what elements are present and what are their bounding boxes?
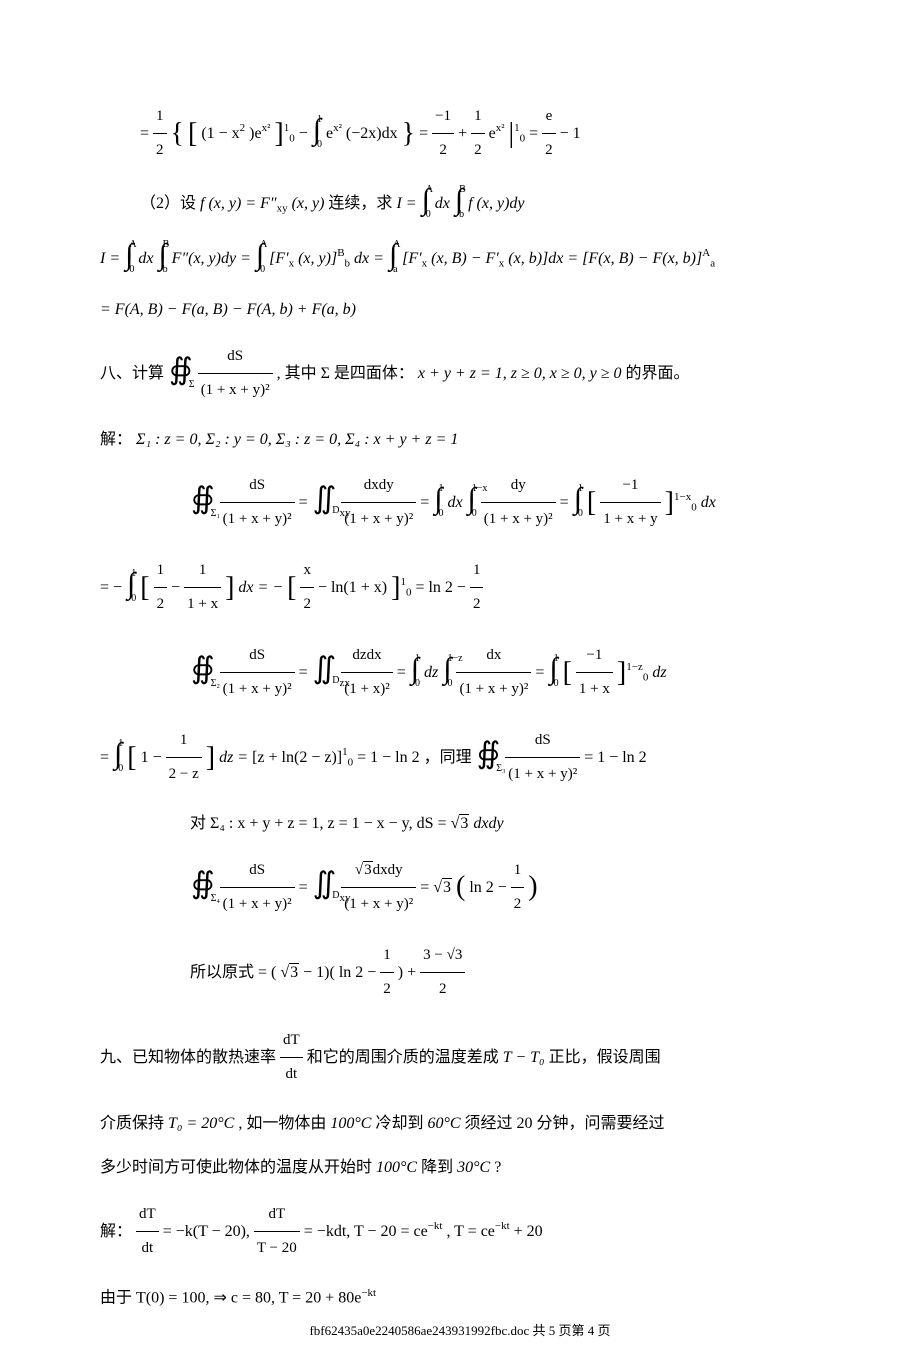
equation-8g: 所以原式 = ( 3 − 1)( ln 2 − 12 ) + 3 − √32: [140, 939, 820, 1006]
equation-8a: ∯Σ₁ dS(1 + x + y)² = ∬Dxy dxdy(1 + x + y…: [140, 469, 820, 536]
section-9c: 多少时间方可使此物体的温度从开始时 100°C 降到 30°C ?: [100, 1153, 820, 1183]
section-8: 八、计算 ∯Σ dS(1 + x + y)² , 其中 Σ 是四面体： x + …: [100, 340, 820, 407]
double-integral-icon: ∬Dxy: [313, 869, 337, 906]
equation-8c: ∯Σ₂ dS(1 + x + y)² = ∬Dzx dzdx(1 + x)² =…: [140, 639, 820, 706]
equation-8b: = − ∫10 [ 12 − 11 + x ] dx = − [ x2 − ln…: [100, 554, 820, 621]
section-9: 九、已知物体的散热速率 dTdt 和它的周围介质的温度差成 T − T₀ 正比，…: [100, 1024, 820, 1091]
solution-9a: 解： dTdt = −k(T − 20), dTT − 20 = −kdt, T…: [100, 1198, 820, 1265]
integral-icon: ∫1−x0: [468, 484, 476, 521]
double-integral-icon: ∬Dxy: [313, 484, 337, 521]
integral-icon: ∫Bb: [455, 185, 463, 222]
equation-8d: = ∫10 [ 1 − 12 − z ] dz = [z + ln(2 − z)…: [100, 724, 820, 791]
integral-icon: ∫1−z0: [443, 654, 451, 691]
double-integral-icon: ∬Dzx: [313, 654, 337, 691]
surface-integral-icon: ∯Σ₂: [191, 654, 215, 691]
integral-icon: ∫Bb: [158, 240, 166, 277]
surface-integral-icon: ∯Σ: [169, 355, 193, 392]
equation-8f: ∯Σ₄ dS(1 + x + y)² = ∬Dxy 3dxdy(1 + x + …: [140, 854, 820, 921]
equation-4: = F(A, B) − F(a, B) − F(A, b) + F(a, b): [100, 295, 820, 325]
integral-icon: ∫A0: [256, 240, 264, 277]
solution-9b: 由于 T(0) = 100, ⇒ c = 80, T = 20 + 80e−kt: [100, 1283, 820, 1314]
surface-integral-icon: ∯Σ₄: [191, 869, 215, 906]
surface-integral-icon: ∯Σ₃: [477, 739, 501, 776]
integral-icon: ∫10: [549, 654, 557, 691]
page: = 12 { [ (1 − x2 )ex² ]10 − ∫10 ex² (−2x…: [0, 0, 920, 1367]
integral-icon: ∫10: [411, 654, 419, 691]
eq1-prefix: =: [140, 125, 153, 142]
integral-icon: ∫10: [313, 115, 321, 152]
page-footer: fbf62435a0e2240586ae243931992fbc.doc 共 5…: [0, 1320, 920, 1339]
equation-3: I = ∫A0 dx ∫Bb F″(x, y)dy = ∫A0 [F′x (x,…: [100, 240, 820, 277]
equation-2: （2）设 f (x, y) = F″xy (x, y) 连续，求 I = ∫A0…: [140, 185, 820, 222]
integral-icon: ∫10: [127, 569, 135, 606]
integral-icon: ∫10: [434, 484, 442, 521]
equation-1: = 12 { [ (1 − x2 )ex² ]10 − ∫10 ex² (−2x…: [140, 100, 820, 167]
solution-8-header: 解： Σ₁ : z = 0, Σ₂ : y = 0, Σ₃ : z = 0, Σ…: [100, 425, 820, 455]
equation-8e: 对 Σ₄ : x + y + z = 1, z = 1 − x − y, dS …: [140, 809, 820, 840]
integral-icon: ∫A0: [125, 240, 133, 277]
integral-icon: ∫10: [114, 739, 122, 776]
surface-integral-icon: ∯Σ₁: [191, 484, 215, 521]
section-9b: 介质保持 T₀ = 20°C , 如一物体由 100°C 冷却到 60°C 须经…: [100, 1109, 820, 1139]
integral-icon: ∫Aa: [389, 240, 397, 277]
integral-icon: ∫A0: [422, 185, 430, 222]
integral-icon: ∫10: [574, 484, 582, 521]
